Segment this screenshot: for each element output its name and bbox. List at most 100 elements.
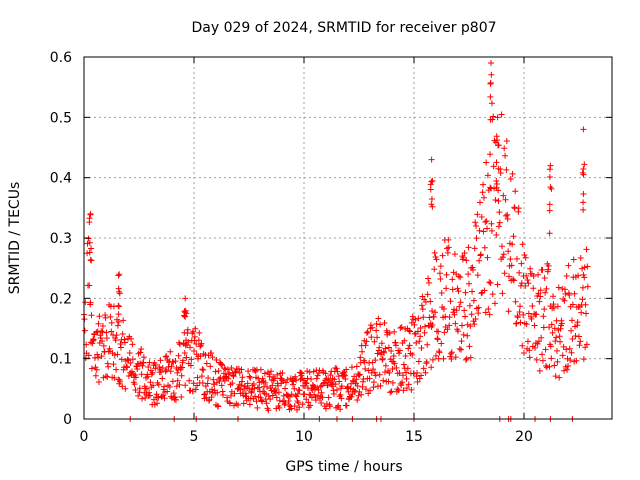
data-point xyxy=(535,338,542,345)
data-point xyxy=(577,338,584,345)
data-point xyxy=(224,366,231,373)
data-point xyxy=(267,396,274,403)
data-point xyxy=(386,330,393,337)
data-point xyxy=(462,289,469,296)
data-point xyxy=(583,246,590,253)
data-point xyxy=(198,373,205,380)
data-point xyxy=(551,362,558,369)
data-point xyxy=(325,394,332,401)
data-point xyxy=(525,310,532,317)
data-point xyxy=(209,354,216,361)
data-point xyxy=(449,286,456,293)
y-tick-label: 0.1 xyxy=(50,352,72,368)
data-point xyxy=(496,219,503,226)
data-point xyxy=(501,145,508,152)
data-point xyxy=(117,344,124,351)
data-point xyxy=(304,368,311,375)
x-axis-label: GPS time / hours xyxy=(285,459,402,475)
data-point xyxy=(578,309,585,316)
data-point xyxy=(103,373,109,380)
data-point xyxy=(551,325,558,332)
data-point xyxy=(522,282,529,289)
data-point xyxy=(114,351,121,358)
data-point xyxy=(419,293,426,300)
data-point xyxy=(190,380,197,387)
data-point xyxy=(364,328,371,335)
data-point xyxy=(303,396,310,403)
data-point xyxy=(546,324,553,331)
data-point xyxy=(257,394,264,401)
data-point xyxy=(174,369,181,376)
data-point xyxy=(556,333,563,340)
data-point xyxy=(188,356,195,363)
data-point xyxy=(152,362,159,369)
data-point xyxy=(366,375,373,382)
data-point xyxy=(389,379,396,386)
data-point xyxy=(473,235,480,242)
data-point xyxy=(183,354,190,361)
data-point xyxy=(451,311,458,318)
data-point xyxy=(147,392,153,399)
data-point xyxy=(306,369,313,376)
data-point xyxy=(95,379,102,386)
data-point xyxy=(559,352,566,359)
data-point xyxy=(100,374,107,381)
data-point xyxy=(82,299,89,306)
data-point xyxy=(488,227,495,234)
data-point xyxy=(428,195,435,202)
data-point xyxy=(476,257,483,264)
data-point xyxy=(367,387,373,394)
data-point xyxy=(369,324,376,331)
y-tick-label: 0 xyxy=(63,412,72,428)
data-point xyxy=(539,357,546,364)
data-point xyxy=(575,272,582,279)
data-point xyxy=(173,383,180,390)
data-point xyxy=(213,356,220,363)
data-point xyxy=(354,396,361,403)
data-point xyxy=(323,405,329,412)
data-point xyxy=(238,366,245,373)
data-point xyxy=(245,368,252,375)
data-point xyxy=(509,241,516,248)
data-point xyxy=(113,366,120,373)
data-point xyxy=(271,387,278,394)
data-point xyxy=(482,309,489,316)
data-point xyxy=(115,285,122,292)
data-point xyxy=(167,368,174,375)
data-point xyxy=(158,369,164,376)
x-tick-label: 10 xyxy=(295,429,313,445)
data-point xyxy=(108,319,115,326)
data-point xyxy=(418,372,425,379)
data-point xyxy=(480,181,487,188)
data-point xyxy=(387,389,394,396)
data-point xyxy=(443,285,450,292)
data-point xyxy=(452,320,459,327)
data-point xyxy=(436,349,443,356)
data-point xyxy=(185,339,192,346)
data-point xyxy=(143,385,150,392)
data-point xyxy=(388,347,395,354)
data-point xyxy=(456,303,463,310)
data-point xyxy=(555,284,562,291)
data-point xyxy=(218,382,225,389)
data-point xyxy=(191,347,197,354)
data-point xyxy=(115,272,122,279)
data-point xyxy=(265,407,272,414)
data-point xyxy=(504,215,511,222)
data-point xyxy=(288,391,295,398)
data-point xyxy=(343,366,350,373)
plot-frame xyxy=(83,56,613,420)
data-point xyxy=(568,317,575,324)
data-point xyxy=(525,280,532,287)
data-point xyxy=(527,265,534,272)
data-point xyxy=(481,244,488,251)
data-point xyxy=(268,368,274,375)
data-point xyxy=(192,386,199,393)
data-point xyxy=(533,356,540,363)
data-point xyxy=(563,272,570,279)
data-point xyxy=(463,257,470,264)
data-point xyxy=(574,319,581,326)
data-point xyxy=(546,201,553,208)
data-point xyxy=(448,349,455,356)
data-point xyxy=(356,372,362,379)
